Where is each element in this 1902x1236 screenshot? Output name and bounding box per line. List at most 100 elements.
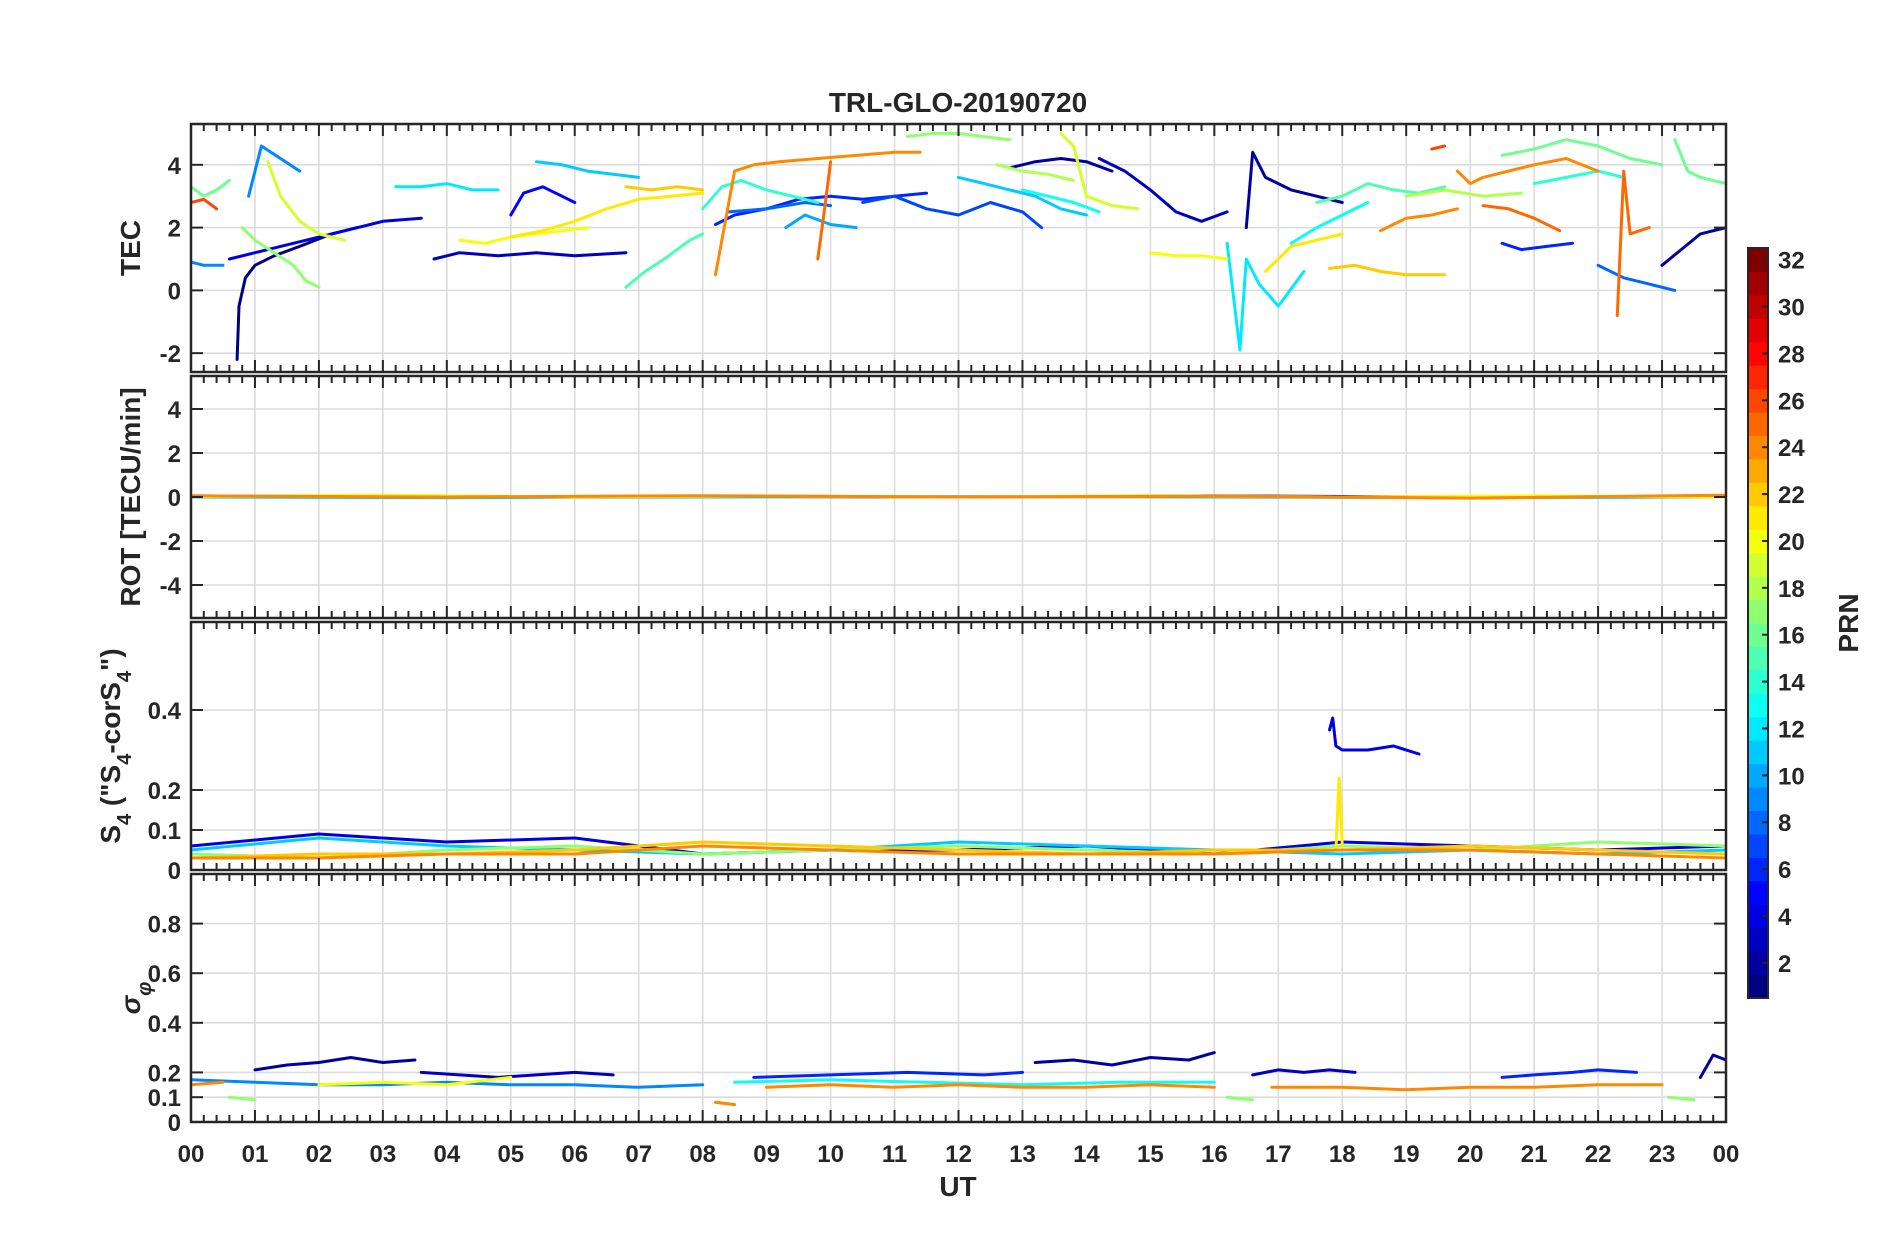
x-tick-label: 10 <box>817 1141 844 1168</box>
colorbar-tick-label: 20 <box>1778 529 1805 556</box>
series-prn-25-44 <box>816 160 833 261</box>
x-tick-label: 06 <box>561 1141 588 1168</box>
y-tick-label-rot: -2 <box>160 529 181 556</box>
y-tick-label-sigma: 0.8 <box>148 912 181 939</box>
colorbar-label: PRN <box>1833 593 1864 652</box>
colorbar-segment <box>1748 248 1768 272</box>
series-prn-9-14 <box>191 260 225 267</box>
series-prn-16-26 <box>191 179 231 198</box>
colorbar-segment <box>1748 388 1768 413</box>
colorbar-segment <box>1748 669 1768 694</box>
series-prn-3-3 <box>1251 1068 1357 1077</box>
y-tick-label-sigma: 0.6 <box>148 961 181 988</box>
series-prn-24-15 <box>1270 1083 1664 1092</box>
colorbar-tick-label: 10 <box>1778 763 1805 790</box>
y-tick-label-rot: 2 <box>168 441 181 468</box>
x-minor-ticks-tec <box>190 124 1727 372</box>
series-prn-25-45 <box>1615 169 1651 317</box>
x-tick-label: 16 <box>1201 1141 1228 1168</box>
x-tick-label: 19 <box>1393 1141 1420 1168</box>
x-tick-label: 18 <box>1329 1141 1356 1168</box>
y-axis-title-s4: S4 ("S4-corS4") <box>95 648 136 843</box>
series-prn-21-37 <box>509 191 705 239</box>
colorbar-segment <box>1748 787 1768 811</box>
series-prn-24-12 <box>191 1080 225 1087</box>
series-prn-2-1 <box>1008 157 1114 173</box>
x-tick-label: 23 <box>1649 1141 1676 1168</box>
series-prn-17-29 <box>240 226 321 289</box>
colorbar-tick-label: 26 <box>1778 388 1805 415</box>
x-tick-label: 05 <box>497 1141 524 1168</box>
chart-title: TRL-GLO-20190720 <box>829 87 1087 118</box>
y-tick-label-tec: 2 <box>168 216 181 243</box>
series-prn-6-8 <box>1500 241 1574 252</box>
colorbar-segment <box>1748 857 1768 882</box>
series-prn-11-17 <box>957 175 1088 217</box>
colorbar-segment <box>1748 529 1768 554</box>
colorbar-segment <box>1748 365 1768 390</box>
colorbar-frame <box>1747 247 1769 999</box>
series-prn-12-18 <box>394 182 500 192</box>
colorbar-segment <box>1748 271 1768 296</box>
series-prn-2-4 <box>1698 1053 1726 1079</box>
series-prn-18-32 <box>1404 188 1523 198</box>
colorbar-segment <box>1748 341 1768 366</box>
x-axis-title: UT <box>939 1171 976 1202</box>
series-prn-4-6 <box>227 216 423 261</box>
colorbar-segment <box>1748 740 1768 765</box>
series-prn-22-40 <box>624 185 705 192</box>
series-prn-24-43 <box>1379 207 1459 233</box>
x-tick-label: 21 <box>1521 1141 1548 1168</box>
colorbar-segment <box>1748 599 1768 624</box>
panel-sigma: 00.10.2 0.4 0.6 0.8 σφ <box>115 872 1728 1137</box>
series-prn-22-39 <box>1328 263 1447 277</box>
x-tick-label: 00 <box>178 1141 205 1168</box>
y-axis-title-sigma: σφ <box>115 982 156 1015</box>
colorbar-segment <box>1748 693 1768 718</box>
y-tick-label-tec: 0 <box>168 278 181 305</box>
series-group-rot <box>191 493 1726 500</box>
series-prn-11-16 <box>534 160 641 179</box>
series-group-s4 <box>191 716 1726 860</box>
series-prn-18-31 <box>995 163 1076 182</box>
colorbar-segment <box>1748 646 1768 671</box>
colorbar-segment <box>1748 763 1768 788</box>
x-minor-ticks-sigma <box>190 874 1727 1122</box>
x-tick-label: 17 <box>1265 1141 1292 1168</box>
series-prn-3-5 <box>432 251 628 261</box>
x-tick-label: 14 <box>1073 1141 1100 1168</box>
y-tick-label-sigma: 0.1 <box>148 1085 181 1112</box>
y-tick-label-sigma: 0.4 <box>148 1011 182 1038</box>
series-prn-10-15 <box>784 213 858 230</box>
colorbar-segment <box>1748 552 1768 577</box>
y-tick-label-s4: 0.1 <box>148 818 181 845</box>
panel-s4: 0 0.1 0.2 0.4 S4 ("S4-corS4") <box>95 620 1728 885</box>
series-prn-24-6 <box>191 844 1726 860</box>
colorbar-segment <box>1748 716 1768 741</box>
series-prn-25-46 <box>1481 204 1562 233</box>
colorbar-segment <box>1748 482 1768 507</box>
series-prn-24-3 <box>191 493 1726 500</box>
panel-tec: -2 0 2 4 TEC <box>115 122 1728 374</box>
colorbar-tick-label: 12 <box>1778 716 1805 743</box>
colorbar-tick-label: 8 <box>1778 810 1791 837</box>
series-group-tec <box>191 131 1726 361</box>
colorbar-segment <box>1748 435 1768 460</box>
series-prn-12-19 <box>1225 241 1306 352</box>
colorbar-tick-label: 16 <box>1778 623 1805 650</box>
y-tick-label-tec: -2 <box>160 341 181 368</box>
series-group-sigma <box>191 1051 1726 1107</box>
colorbar-segment <box>1748 833 1768 858</box>
series-prn-7-10 <box>861 194 1044 230</box>
series-prn-24-13 <box>714 1100 737 1107</box>
y-tick-label-s4: 0.2 <box>148 778 181 805</box>
x-tick-label: 01 <box>242 1141 269 1168</box>
series-prn-24-42 <box>1455 157 1600 186</box>
series-prn-17-9 <box>227 1095 257 1102</box>
series-prn-8-11 <box>1596 263 1677 292</box>
series-prn-14-22 <box>701 179 820 211</box>
series-prn-26-47 <box>191 197 219 211</box>
y-axis-title-tec: TEC <box>115 220 146 276</box>
